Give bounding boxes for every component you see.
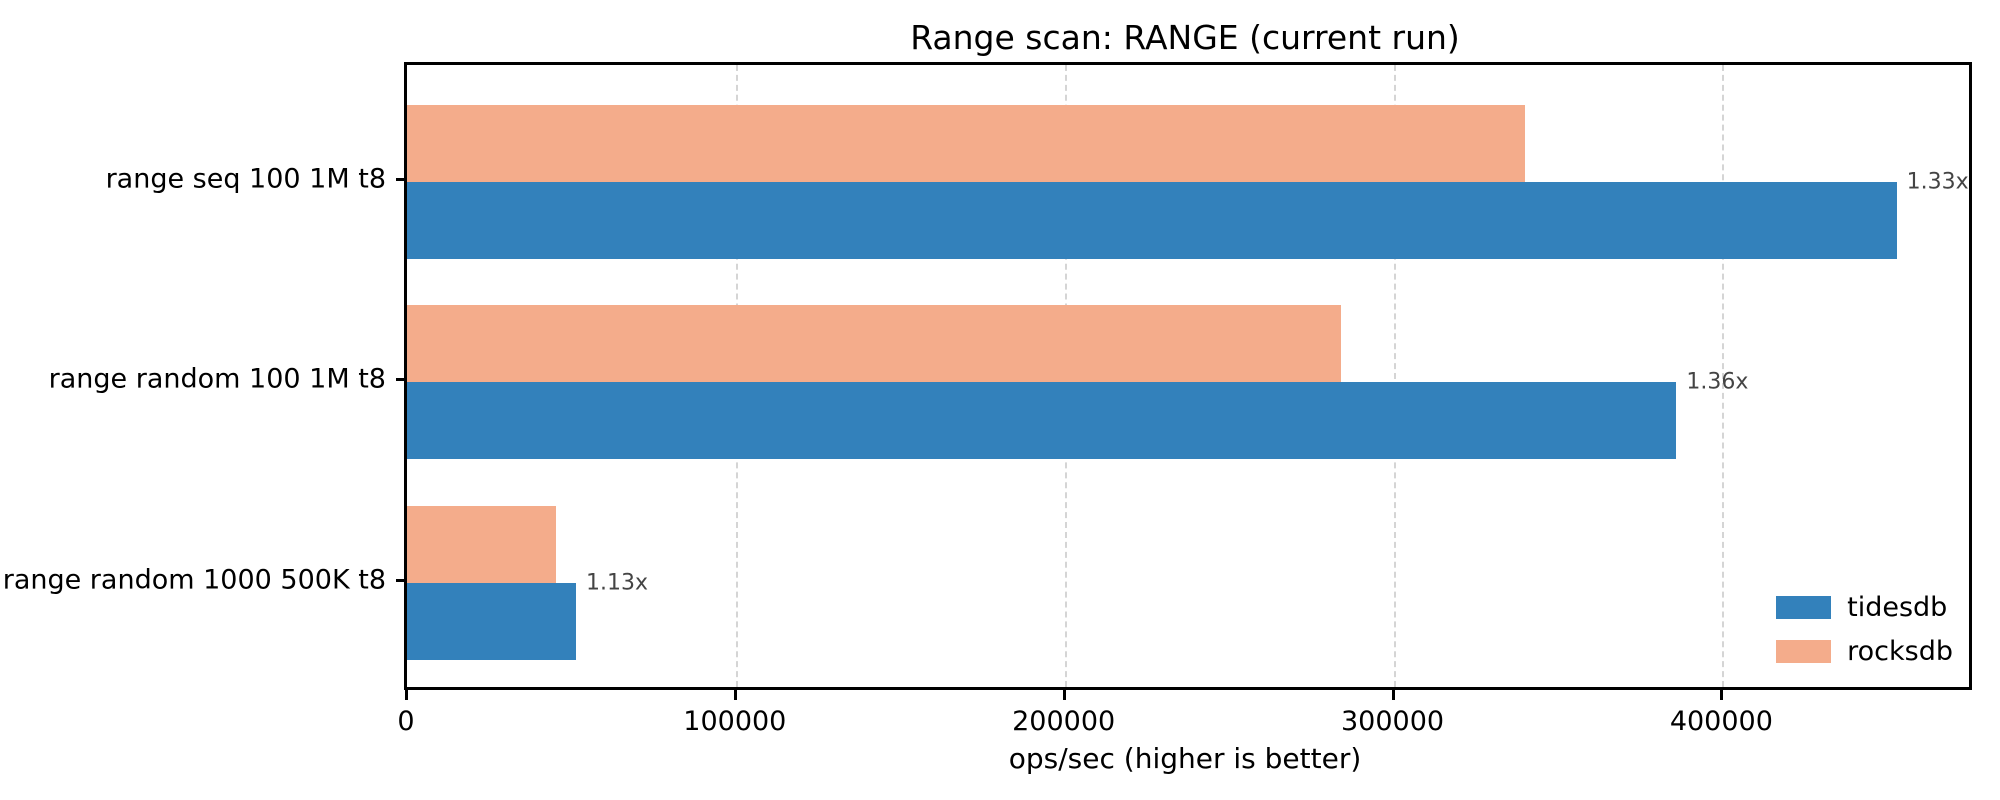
x-tick-label-100000: 100000 [683,706,787,737]
x-tick-mark-400000 [1720,690,1724,700]
x-tick-mark-200000 [1062,690,1066,700]
x-axis-label: ops/sec (higher is better) [1008,742,1362,775]
bar-rocksdb-1 [407,305,1341,382]
gridline-300000 [1393,65,1396,687]
legend-item-rocksdb: rocksdb [1776,636,1953,667]
x-tick-mark-300000 [1391,690,1395,700]
legend-swatch-tidesdb [1776,596,1832,619]
legend-label-tidesdb: tidesdb [1847,592,1948,623]
legend-item-tidesdb: tidesdb [1776,592,1953,623]
bar-rocksdb-2 [407,506,556,583]
bar-tidesdb-2 [407,583,577,660]
y-tick-mark-0 [396,178,406,181]
x-tick-label-0: 0 [397,706,415,737]
ratio-annotation-0: 1.33x [1906,169,1969,195]
x-tick-mark-0 [405,690,408,700]
bar-tidesdb-0 [407,182,1897,259]
chart-title: Range scan: RANGE (current run) [910,18,1460,57]
ratio-annotation-2: 1.13x [586,570,649,596]
y-category-label-2: range random 1000 500K t8 [2,564,386,596]
bar-rocksdb-0 [407,105,1526,182]
bar-tidesdb-1 [407,382,1677,459]
y-category-label-1: range random 100 1M t8 [48,363,386,395]
x-tick-label-300000: 300000 [1340,706,1445,737]
x-tick-label-400000: 400000 [1669,706,1773,737]
gridline-400000 [1722,65,1725,687]
y-tick-mark-1 [396,378,406,381]
x-tick-mark-100000 [733,690,737,700]
y-category-label-0: range seq 100 1M t8 [105,163,386,195]
legend-swatch-rocksdb [1776,640,1832,663]
ratio-annotation-1: 1.36x [1686,369,1749,395]
x-tick-label-200000: 200000 [1012,706,1116,737]
plot-area: tidesdb rocksdb 1.33x 1.36x 1.13x [404,62,1972,690]
legend: tidesdb rocksdb [1776,592,1953,667]
y-tick-mark-2 [396,579,406,582]
legend-label-rocksdb: rocksdb [1847,636,1953,667]
